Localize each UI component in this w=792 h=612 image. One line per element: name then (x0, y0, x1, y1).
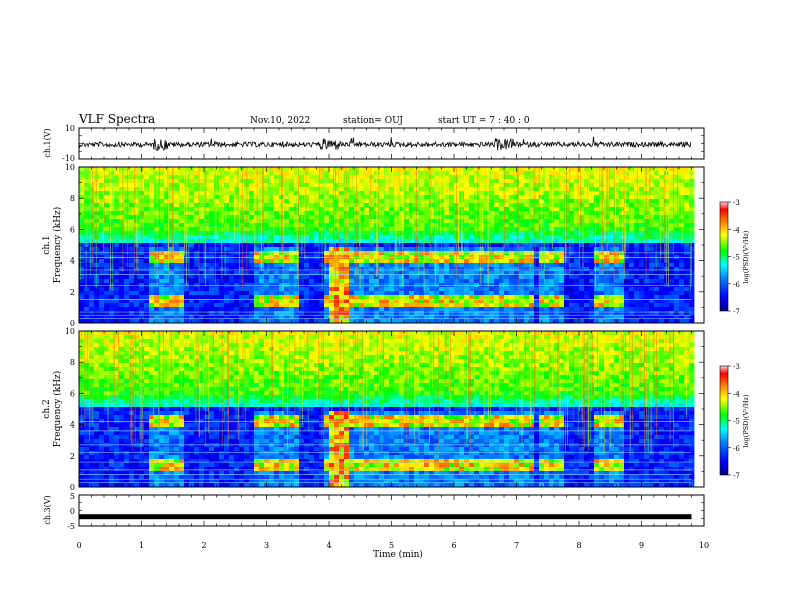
time-tick-label: 3 (264, 541, 269, 550)
ch1-colorbar: -3 -4 -5 -6 -7 (719, 199, 740, 316)
time-tick-label: 7 (514, 541, 519, 550)
ch2-channel-label: ch.2 (42, 399, 52, 418)
start-time-label: start UT = 7 : 40 : 0 (438, 116, 530, 126)
freq-tick-label: 10 (65, 163, 75, 172)
colorbar-tick-label: -3 (733, 199, 740, 207)
time-axis-label: Time (min) (373, 549, 423, 560)
time-tick-label: 6 (451, 541, 456, 550)
ch1-waveform-trace (78, 136, 692, 152)
freq-tick-label: 2 (70, 288, 75, 297)
colorbar-tick-label: -3 (733, 363, 740, 371)
ch3-waveform-trace (79, 514, 692, 520)
freq-tick-label: 2 (70, 452, 75, 461)
ch2-spectrogram-panel: 0 2 4 6 8 10 ch.2 Frequency (kHz) (42, 327, 705, 492)
ch1-spectrogram-image (79, 167, 695, 324)
colorbar-tick-label: -7 (733, 472, 740, 480)
time-tick-label: 9 (639, 541, 644, 550)
station-label: station= OUJ (343, 116, 403, 126)
ch3-ytick-top: 5 (70, 492, 75, 501)
time-tick-label: 5 (389, 541, 394, 550)
ch1-spectrogram-panel: 0 2 4 6 8 10 ch.1 Frequency (kHz) (42, 163, 705, 328)
ch2-colorbar: -3 -4 -5 -6 -7 (719, 363, 740, 480)
ch1-ytick-bottom: -10 (62, 154, 75, 163)
ch3-waveform-panel: 5 0 -5 ch.3(V) (43, 492, 705, 531)
colorbar-tick-label: -5 (733, 418, 740, 426)
ch3-ytick-bottom: -5 (67, 522, 75, 531)
freq-tick-label: 4 (70, 421, 75, 430)
ch1-channel-label: ch.1 (42, 235, 52, 254)
date-label: Nov.10, 2022 (250, 116, 310, 126)
colorbar-tick-label: -4 (733, 390, 740, 398)
time-tick-label: 1 (139, 541, 144, 550)
ch2-colorbar-label: log(PSD)(V²/Hz) (742, 394, 750, 447)
ch1-ytick-top: 10 (65, 124, 75, 133)
time-tick-label: 2 (201, 541, 206, 550)
freq-tick-label: 4 (70, 257, 75, 266)
time-tick-label: 0 (76, 541, 81, 550)
freq-tick-label: 0 (70, 483, 75, 492)
ch1-freq-ylabel: Frequency (kHz) (52, 207, 63, 284)
colorbar-tick-label: -7 (733, 308, 740, 316)
freq-tick-label: 6 (70, 389, 75, 398)
freq-tick-label: 8 (70, 194, 75, 203)
freq-tick-label: 6 (70, 225, 75, 234)
ch3-waveform-ylabel: ch.3(V) (43, 495, 52, 524)
ch3-ytick-mid: 0 (70, 507, 75, 516)
time-tick-label: 4 (326, 541, 331, 550)
freq-tick-label: 10 (65, 327, 75, 336)
colorbar-tick-label: -6 (733, 445, 740, 453)
ch1-waveform-panel: 10 -10 ch.1(V) (43, 124, 705, 163)
time-tick-label: 10 (699, 541, 709, 550)
freq-tick-label: 8 (70, 358, 75, 367)
ch2-spectrogram-image (79, 331, 695, 488)
colorbar-tick-label: -5 (733, 254, 740, 262)
colorbar-tick-label: -4 (733, 226, 740, 234)
time-axis: 0 1 2 3 4 5 6 7 8 9 10 (76, 127, 709, 550)
figure-title: VLF Spectra (78, 112, 155, 126)
ch1-colorbar-label: log(PSD)(V²/Hz) (742, 230, 750, 283)
freq-tick-label: 0 (70, 319, 75, 328)
ch2-freq-ylabel: Frequency (kHz) (52, 371, 63, 448)
colorbar-tick-label: -6 (733, 281, 740, 289)
time-tick-label: 8 (576, 541, 581, 550)
ch1-waveform-ylabel: ch.1(V) (43, 128, 52, 157)
